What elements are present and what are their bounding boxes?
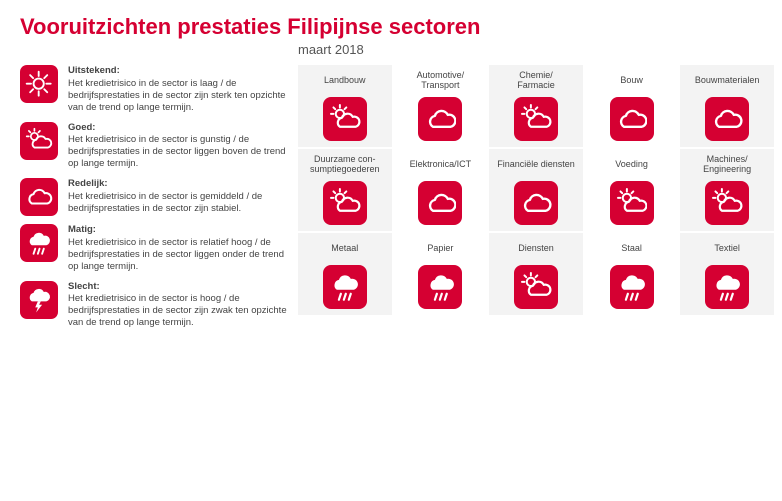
infographic-page: Vooruitzichten prestaties Filipijnse sec…	[0, 0, 782, 501]
subtitle-date: maart 2018	[0, 42, 782, 59]
rain-icon	[610, 265, 654, 309]
sector-label: Duurzame con-sumptiegoederen	[310, 153, 380, 177]
sun-cloud-icon	[514, 97, 558, 141]
content-area: Uitstekend:Het kredietrisico in de secto…	[0, 59, 782, 329]
legend-text: Matig:Het kredietrisico in de sector is …	[68, 224, 290, 273]
legend-desc: Het kredietrisico in de sector is relati…	[68, 237, 284, 272]
legend-row: Slecht:Het kredietrisico in de sector is…	[20, 281, 290, 330]
rain-icon	[418, 265, 462, 309]
sun-cloud-icon	[20, 122, 58, 160]
sector-label: Papier	[427, 237, 453, 261]
legend-label: Uitstekend:	[68, 65, 290, 77]
sun-cloud-icon	[514, 265, 558, 309]
sector-cell: Financiële diensten	[489, 149, 583, 231]
legend-text: Slecht:Het kredietrisico in de sector is…	[68, 281, 290, 330]
sun-cloud-icon	[705, 181, 749, 225]
storm-icon	[20, 281, 58, 319]
sector-cell: Machines/Engineering	[680, 149, 774, 231]
sector-cell: Voeding	[585, 149, 679, 231]
sector-cell: Metaal	[298, 233, 392, 315]
sector-cell: Automotive/Transport	[394, 65, 488, 147]
legend-icon-wrap	[20, 122, 58, 160]
sun-cloud-icon	[323, 181, 367, 225]
cloud-icon	[418, 97, 462, 141]
cloud-icon	[418, 181, 462, 225]
sector-label: Metaal	[331, 237, 358, 261]
cloud-icon	[20, 178, 58, 216]
rain-icon	[20, 224, 58, 262]
sector-label: Machines/Engineering	[703, 153, 751, 177]
sector-label: Textiel	[714, 237, 740, 261]
sector-cell: Staal	[585, 233, 679, 315]
legend-text: Goed:Het kredietrisico in de sector is g…	[68, 122, 290, 171]
cloud-icon	[610, 97, 654, 141]
sun-icon	[20, 65, 58, 103]
legend-desc: Het kredietrisico in de sector is gemidd…	[68, 191, 262, 214]
cloud-icon	[514, 181, 558, 225]
legend-text: Uitstekend:Het kredietrisico in de secto…	[68, 65, 290, 114]
sector-cell: Diensten	[489, 233, 583, 315]
sector-cell: Textiel	[680, 233, 774, 315]
sector-grid: Landbouw Automotive/Transport Chemie/Farma…	[290, 59, 774, 329]
sector-label: Landbouw	[324, 69, 366, 93]
sector-cell: Papier	[394, 233, 488, 315]
sector-cell: Elektronica/ICT	[394, 149, 488, 231]
sector-label: Automotive/Transport	[417, 69, 465, 93]
legend-label: Matig:	[68, 224, 290, 236]
sector-cell: Bouwmaterialen	[680, 65, 774, 147]
sector-label: Elektronica/ICT	[410, 153, 472, 177]
legend-icon-wrap	[20, 178, 58, 216]
legend-row: Matig:Het kredietrisico in de sector is …	[20, 224, 290, 273]
legend-icon-wrap	[20, 224, 58, 262]
legend: Uitstekend:Het kredietrisico in de secto…	[20, 59, 290, 329]
page-title: Vooruitzichten prestaties Filipijnse sec…	[0, 0, 782, 42]
grid-row: Metaal Papier Diensten Staal Textiel	[298, 233, 774, 315]
grid-row: Landbouw Automotive/Transport Chemie/Farma…	[298, 65, 774, 147]
rain-icon	[705, 265, 749, 309]
legend-label: Goed:	[68, 122, 290, 134]
legend-desc: Het kredietrisico in de sector is gunsti…	[68, 134, 286, 169]
sector-label: Bouwmaterialen	[695, 69, 760, 93]
sector-cell: Duurzame con-sumptiegoederen	[298, 149, 392, 231]
legend-row: Goed:Het kredietrisico in de sector is g…	[20, 122, 290, 171]
sector-label: Diensten	[518, 237, 554, 261]
legend-desc: Het kredietrisico in de sector is hoog /…	[68, 293, 287, 328]
legend-icon-wrap	[20, 65, 58, 103]
sector-label: Voeding	[615, 153, 648, 177]
legend-row: Redelijk:Het kredietrisico in de sector …	[20, 178, 290, 216]
sector-label: Financiële diensten	[497, 153, 575, 177]
rain-icon	[323, 265, 367, 309]
sector-label: Staal	[621, 237, 642, 261]
sector-label: Bouw	[620, 69, 643, 93]
grid-row: Duurzame con-sumptiegoederen Elektronica/…	[298, 149, 774, 231]
sector-label: Chemie/Farmacie	[517, 69, 555, 93]
legend-icon-wrap	[20, 281, 58, 319]
legend-row: Uitstekend:Het kredietrisico in de secto…	[20, 65, 290, 114]
legend-desc: Het kredietrisico in de sector is laag /…	[68, 78, 286, 113]
sector-cell: Chemie/Farmacie	[489, 65, 583, 147]
cloud-icon	[705, 97, 749, 141]
sun-cloud-icon	[610, 181, 654, 225]
sector-cell: Landbouw	[298, 65, 392, 147]
legend-label: Redelijk:	[68, 178, 290, 190]
sector-cell: Bouw	[585, 65, 679, 147]
legend-label: Slecht:	[68, 281, 290, 293]
sun-cloud-icon	[323, 97, 367, 141]
legend-text: Redelijk:Het kredietrisico in de sector …	[68, 178, 290, 215]
